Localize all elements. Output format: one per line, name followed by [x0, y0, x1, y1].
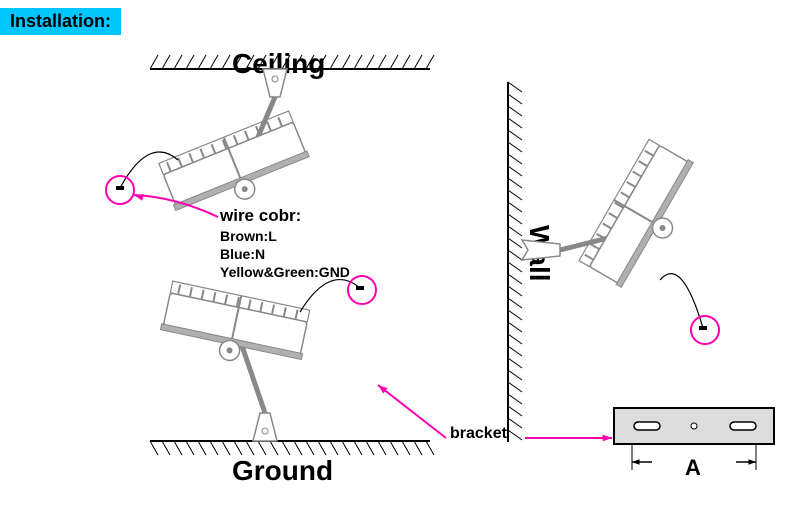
- diagram-canvas: [0, 0, 800, 512]
- surface-ceiling: [150, 55, 434, 69]
- surface-wall: [508, 82, 522, 442]
- ceiling-fixture: [157, 110, 315, 225]
- ground-fixture: [157, 281, 312, 375]
- surface-ground: [150, 441, 434, 455]
- ground-fixture-mount: [241, 343, 277, 441]
- wall-fixture: [578, 138, 707, 296]
